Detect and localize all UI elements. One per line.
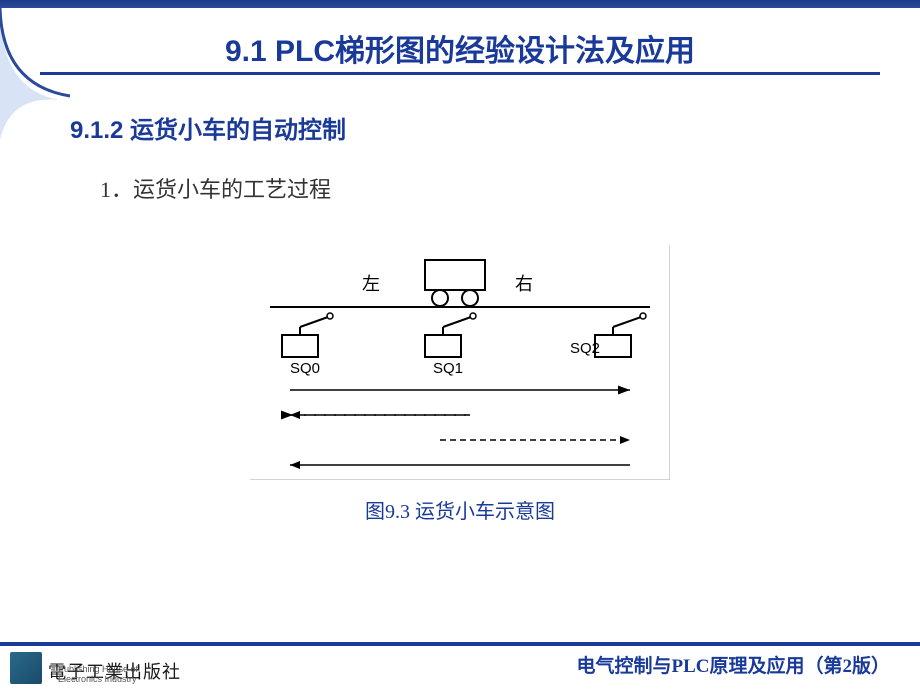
publisher-logo-icon	[10, 652, 42, 684]
slide-subtitle: 9.1.2 运货小车的自动控制	[70, 110, 346, 145]
cart-diagram-svg: 左 右 SQ0 SQ1 SQ2	[250, 245, 670, 480]
diagram-label-sq0: SQ0	[290, 360, 320, 377]
slide-title: 9.1 PLC梯形图的经验设计法及应用	[0, 26, 920, 70]
diagram-label-sq1: SQ1	[433, 360, 463, 377]
figure-caption: 图9.3 运货小车示意图	[0, 495, 920, 524]
footer-divider	[0, 642, 920, 646]
publisher-name-en: Publishing House of Electronics Industry	[58, 664, 181, 684]
book-title: 电气控制与PLC原理及应用（第2版）	[576, 651, 890, 678]
slide-title-bar: 9.1 PLC梯形图的经验设计法及应用	[0, 8, 920, 80]
title-underline	[40, 72, 880, 75]
diagram-label-left: 左	[362, 274, 380, 294]
diagram-label-right: 右	[515, 274, 533, 294]
cart-diagram: 左 右 SQ0 SQ1 SQ2	[250, 245, 670, 480]
slide-subsubtitle: 1．运货小车的工艺过程	[100, 172, 331, 204]
diagram-label-sq2: SQ2	[570, 340, 600, 357]
publisher-logo: 電子工業出版社 Publishing House of Electronics …	[10, 652, 181, 684]
